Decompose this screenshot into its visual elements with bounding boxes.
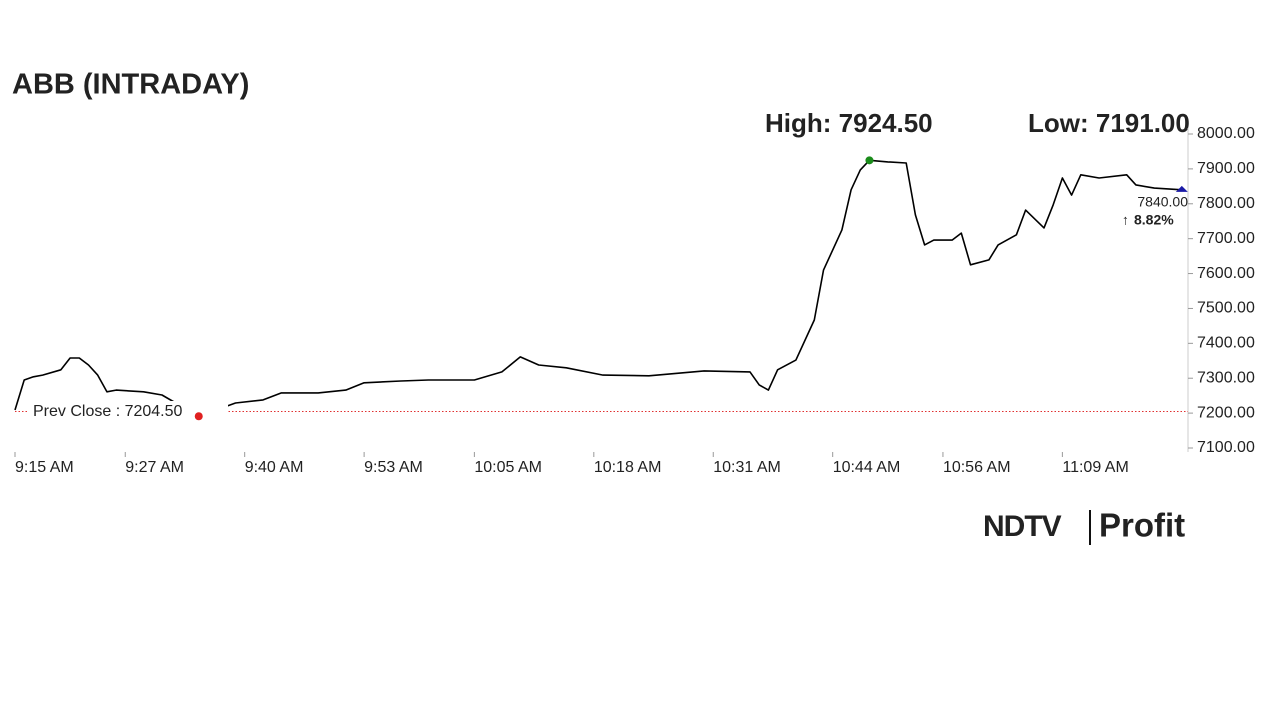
x-tick-label: 10:56 AM: [943, 459, 1011, 476]
prev-close-label-bg: [28, 401, 228, 423]
x-tick-label: 9:27 AM: [125, 459, 184, 476]
x-tick-label: 10:05 AM: [474, 459, 542, 476]
y-tick-label: 7900.00: [1197, 160, 1255, 177]
y-tick-label: 7700.00: [1197, 230, 1255, 247]
x-tick-label: 9:53 AM: [364, 459, 423, 476]
y-tick-label: 7600.00: [1197, 265, 1255, 282]
x-tick-label: 9:15 AM: [15, 459, 74, 476]
y-tick-label: 7100.00: [1197, 439, 1255, 456]
high-label: High: 7924.50: [765, 108, 933, 138]
x-tick-label: 10:18 AM: [594, 459, 662, 476]
y-tick-label: 7800.00: [1197, 195, 1255, 212]
brand-right: Profit: [1099, 507, 1185, 544]
last-marker: [1175, 185, 1188, 192]
low-marker: [194, 412, 203, 421]
y-tick-label: 7500.00: [1197, 300, 1255, 317]
y-tick-label: 7300.00: [1197, 369, 1255, 386]
logo: NDTV Profit: [983, 507, 1185, 545]
plot: 7100.00 7200.00 7300.00 7400.00 7500.00 7600.…: [14, 125, 1255, 476]
y-tick-label: 7400.00: [1197, 335, 1255, 352]
change-arrow: ↑: [1122, 212, 1129, 228]
chart-title: ABB (INTRADAY): [12, 69, 249, 101]
last-label: 7840.00: [1137, 194, 1188, 210]
y-tick-label: 8000.00: [1197, 125, 1255, 142]
x-tick-label: 11:09 AM: [1062, 459, 1128, 476]
low-label: Low: 7191.00: [1028, 108, 1190, 138]
prev-close-label: Prev Close : 7204.50: [33, 403, 183, 420]
y-tick-label: 7200.00: [1197, 404, 1255, 421]
x-tick-label: 10:44 AM: [833, 459, 901, 476]
x-tick-label: 10:31 AM: [713, 459, 781, 476]
price-line: [14, 159, 1182, 418]
x-tick-label: 9:40 AM: [245, 459, 304, 476]
change-label: 8.82%: [1134, 212, 1174, 228]
brand-left: NDTV: [983, 510, 1062, 543]
high-marker: [865, 156, 874, 165]
